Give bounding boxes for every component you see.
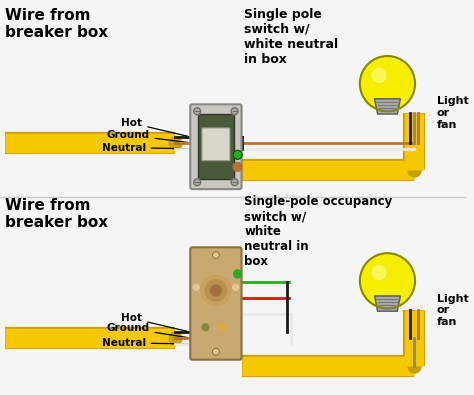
Text: Ground: Ground [107,130,188,143]
Circle shape [193,284,199,290]
Circle shape [210,285,221,296]
FancyBboxPatch shape [198,114,234,179]
Circle shape [233,284,238,290]
Text: Neutral: Neutral [101,143,188,153]
Text: Light
or
fan: Light or fan [437,96,468,130]
Circle shape [205,280,227,301]
Text: Neutral: Neutral [101,338,188,348]
Text: Single pole
switch w/
white neutral
in box: Single pole switch w/ white neutral in b… [245,8,338,66]
Circle shape [194,179,201,186]
Text: Wire from
breaker box: Wire from breaker box [5,198,108,230]
Text: Single-pole occupancy
switch w/
white
neutral in
box: Single-pole occupancy switch w/ white ne… [245,195,393,268]
Circle shape [231,108,238,115]
Circle shape [201,275,231,306]
Circle shape [194,108,201,115]
Text: Light
or
fan: Light or fan [437,293,468,327]
Circle shape [219,324,226,331]
FancyBboxPatch shape [190,247,242,360]
Circle shape [233,150,242,159]
Text: Wire from
breaker box: Wire from breaker box [5,8,108,40]
Circle shape [360,253,415,308]
FancyBboxPatch shape [190,104,242,189]
Circle shape [234,270,242,278]
Circle shape [372,265,386,279]
Circle shape [212,252,219,259]
FancyBboxPatch shape [202,128,230,161]
Circle shape [372,68,386,82]
Circle shape [233,162,242,171]
Text: Ground: Ground [107,323,188,338]
Text: Hot: Hot [121,118,188,136]
Polygon shape [374,296,401,311]
Circle shape [231,179,238,186]
Circle shape [202,324,209,331]
Text: Hot: Hot [121,313,188,331]
Circle shape [360,56,415,111]
Circle shape [212,348,219,355]
Polygon shape [374,99,401,114]
